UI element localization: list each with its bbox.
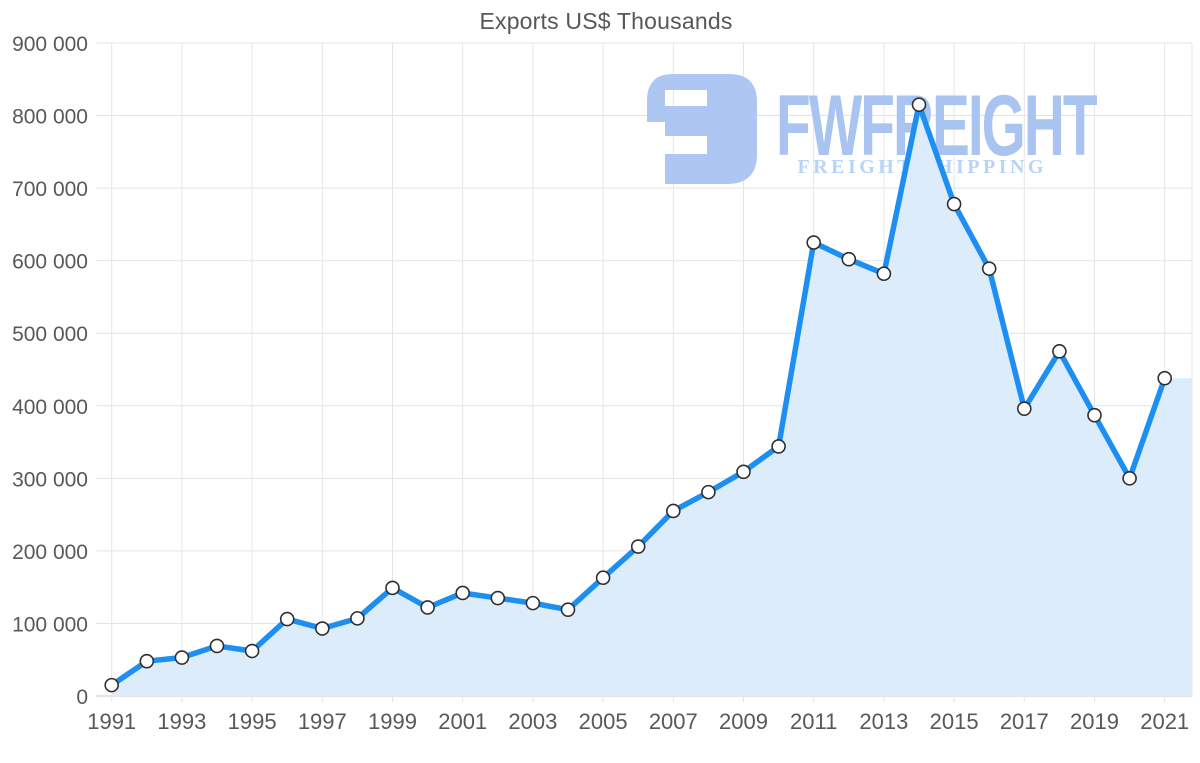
data-point-2002[interactable] bbox=[490, 590, 506, 606]
data-point-2005[interactable] bbox=[595, 570, 611, 586]
x-axis-label: 2013 bbox=[859, 709, 908, 734]
y-axis-label: 500 000 bbox=[12, 323, 88, 346]
data-point-2009[interactable] bbox=[736, 464, 751, 480]
y-axis-label: 900 000 bbox=[12, 33, 88, 56]
data-point-2001[interactable] bbox=[455, 585, 471, 601]
data-point-2014[interactable] bbox=[911, 97, 927, 112]
x-axis-label: 2021 bbox=[1140, 709, 1189, 734]
data-point-2017[interactable] bbox=[1017, 401, 1032, 416]
data-point-1998[interactable] bbox=[350, 611, 365, 626]
y-axis-label: 600 000 bbox=[12, 251, 88, 274]
x-axis-label: 1991 bbox=[87, 709, 136, 734]
data-point-2020[interactable] bbox=[1122, 471, 1137, 486]
x-axis-label: 1993 bbox=[157, 709, 206, 734]
data-point-1993[interactable] bbox=[174, 650, 190, 665]
x-axis-label: 2009 bbox=[719, 709, 768, 734]
y-axis-label: 0 bbox=[76, 686, 88, 709]
y-axis-label: 300 000 bbox=[12, 468, 88, 491]
data-point-2019[interactable] bbox=[1087, 407, 1102, 423]
area-fill bbox=[111, 104, 1193, 696]
chart-title: Exports US$ Thousands bbox=[479, 8, 733, 34]
data-point-2004[interactable] bbox=[560, 602, 576, 617]
data-point-2011[interactable] bbox=[806, 235, 822, 250]
x-axis-label: 2019 bbox=[1070, 709, 1119, 734]
x-axis-label: 2017 bbox=[1000, 709, 1049, 734]
data-point-1992[interactable] bbox=[139, 653, 155, 669]
y-axis-label: 800 000 bbox=[12, 106, 88, 129]
x-axis-label: 2003 bbox=[508, 709, 557, 734]
x-axis-label: 1997 bbox=[298, 709, 347, 734]
y-axis-label: 700 000 bbox=[12, 178, 88, 201]
x-axis-label: 2001 bbox=[438, 709, 487, 734]
data-point-2008[interactable] bbox=[701, 484, 716, 500]
data-point-2016[interactable] bbox=[981, 261, 997, 276]
y-axis-label: 100 000 bbox=[12, 613, 88, 636]
data-point-2003[interactable] bbox=[525, 595, 541, 611]
data-point-2007[interactable] bbox=[665, 503, 681, 519]
x-axis-label: 2007 bbox=[649, 709, 698, 734]
data-point-2010[interactable] bbox=[771, 439, 786, 454]
y-axis-label: 200 000 bbox=[12, 541, 88, 564]
y-axis-label: 400 000 bbox=[12, 396, 88, 419]
logo-mark-icon bbox=[647, 74, 757, 184]
x-axis-label: 2005 bbox=[579, 709, 628, 734]
data-point-2021[interactable] bbox=[1157, 370, 1172, 386]
logo-mark-shape bbox=[647, 74, 757, 184]
x-axis-label: 1995 bbox=[228, 709, 277, 734]
data-point-1994[interactable] bbox=[209, 638, 225, 654]
x-axis-label: 2015 bbox=[930, 709, 979, 734]
data-point-1991[interactable] bbox=[104, 677, 119, 693]
data-point-2015[interactable] bbox=[946, 196, 962, 212]
data-point-2006[interactable] bbox=[630, 539, 646, 554]
data-point-1997[interactable] bbox=[314, 621, 330, 636]
data-point-1999[interactable] bbox=[385, 580, 400, 596]
data-point-1995[interactable] bbox=[244, 643, 260, 659]
data-point-2018[interactable] bbox=[1052, 344, 1067, 359]
data-point-2012[interactable] bbox=[841, 251, 857, 267]
data-point-2013[interactable] bbox=[876, 266, 892, 282]
x-axis-label: 1999 bbox=[368, 709, 417, 734]
data-point-1996[interactable] bbox=[279, 611, 295, 627]
x-axis-label: 2011 bbox=[790, 709, 837, 734]
data-point-2000[interactable] bbox=[420, 600, 435, 615]
